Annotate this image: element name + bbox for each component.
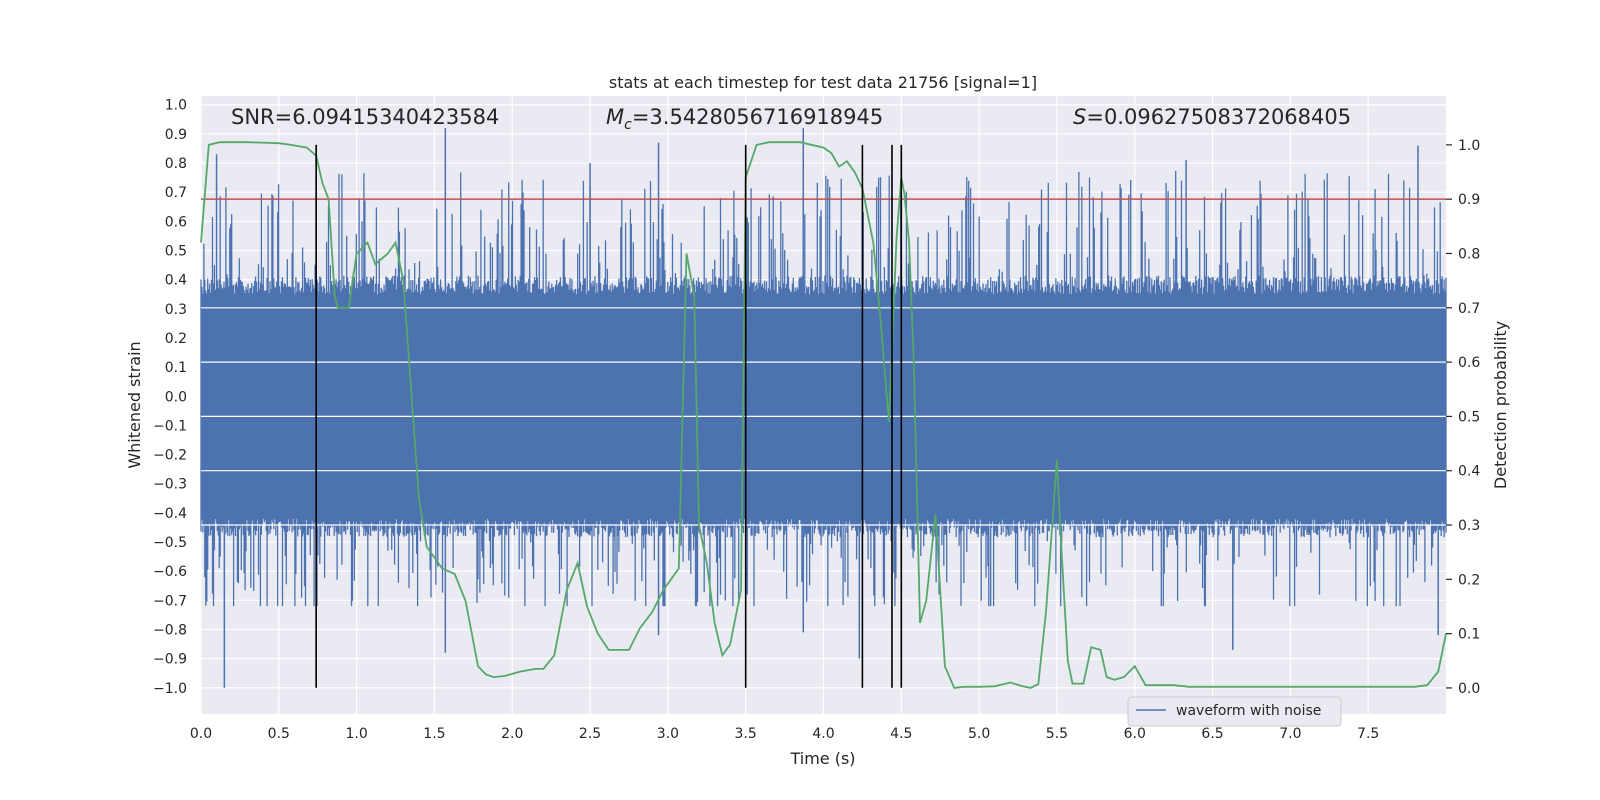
- x-tick-label: 3.5: [735, 726, 757, 742]
- y-axis-label: Whitened strain: [125, 341, 144, 468]
- y2-tick-label: 0.6: [1458, 355, 1480, 371]
- y2-tick-label: 0.5: [1458, 409, 1480, 425]
- snr-annotation: SNR=6.09415340423584: [231, 105, 499, 129]
- x-tick-label: 2.5: [579, 726, 601, 742]
- y-tick-label: 0.5: [165, 244, 187, 260]
- x-tick-label: 1.5: [423, 726, 445, 742]
- x-tick-label: 0.5: [268, 726, 290, 742]
- y-tick-label: 0.9: [165, 127, 187, 143]
- y-tick-label: 0.1: [165, 360, 187, 376]
- y2-tick-label: 0.2: [1458, 572, 1480, 588]
- chirp-mass-annotation: Mc=3.5428056716918945: [606, 105, 883, 133]
- mc-subscript: c: [624, 117, 632, 133]
- y2-tick-label: 1.0: [1458, 138, 1480, 154]
- y2-axis-ticks: 1.0 0.9 0.8 0.7 0.6 0.5 0.4 0.3 0.2 0.1 0.0: [1446, 138, 1480, 697]
- detection-probability-series: [200, 141, 1447, 689]
- x-tick-label: 4.0: [812, 726, 834, 742]
- x-tick-label: 5.0: [968, 726, 990, 742]
- y-axis-ticks: 1.0 0.9 0.8 0.7 0.6 0.5 0.4 0.3 0.2 0.1 0.0 −0.1 −0.…: [153, 98, 187, 697]
- y-tick-label: −0.7: [153, 593, 187, 609]
- y-tick-label: 1.0: [165, 98, 187, 114]
- y2-tick-label: 0.4: [1458, 464, 1480, 480]
- y-tick-label: −0.5: [153, 535, 187, 551]
- legend-label: waveform with noise: [1176, 703, 1321, 719]
- x-tick-label: 5.5: [1046, 726, 1068, 742]
- x-tick-label: 3.0: [657, 726, 679, 742]
- x-tick-label: 4.5: [890, 726, 912, 742]
- x-tick-label: 6.0: [1124, 726, 1146, 742]
- y2-tick-label: 0.7: [1458, 301, 1480, 317]
- x-tick-label: 2.0: [501, 726, 523, 742]
- s-value: =0.09627508372068405: [1086, 105, 1351, 129]
- y2-tick-label: 0.3: [1458, 518, 1480, 534]
- y-tick-label: −0.3: [153, 477, 187, 493]
- chart-title: stats at each timestep for test data 217…: [609, 73, 1037, 92]
- y-tick-label: −0.2: [153, 448, 187, 464]
- mc-symbol: M: [606, 105, 624, 129]
- y-tick-label: −0.8: [153, 622, 187, 638]
- y-tick-label: 0.7: [165, 185, 187, 201]
- x-tick-label: 7.0: [1279, 726, 1301, 742]
- detection-probability-line: [200, 141, 1447, 689]
- y-tick-label: 0.4: [165, 273, 187, 289]
- y-tick-label: −0.6: [153, 564, 187, 580]
- event-lines: [315, 144, 903, 688]
- x-axis-ticks: 0.0 0.5 1.0 1.5 2.0 2.5 3.0 3.5 4.0 4.5 5.0 5.5 6.0 6…: [190, 726, 1379, 742]
- y2-tick-label: 0.9: [1458, 192, 1480, 208]
- y2-axis-label: Detection probability: [1491, 321, 1510, 489]
- y-tick-label: −1.0: [153, 681, 187, 697]
- s-symbol: S: [1073, 105, 1086, 129]
- y2-tick-label: 0.1: [1458, 627, 1480, 643]
- legend: waveform with noise: [1127, 696, 1342, 727]
- x-tick-label: 6.5: [1201, 726, 1223, 742]
- x-tick-label: 7.5: [1357, 726, 1379, 742]
- x-axis-label: Time (s): [789, 749, 855, 768]
- y2-tick-label: 0.0: [1458, 681, 1480, 697]
- y-tick-label: 0.8: [165, 156, 187, 172]
- y2-tick-label: 0.8: [1458, 246, 1480, 262]
- x-tick-label: 0.0: [190, 726, 212, 742]
- y-tick-label: −0.9: [153, 652, 187, 668]
- y-tick-label: 0.0: [165, 389, 187, 405]
- s-annotation: S=0.09627508372068405: [1073, 105, 1351, 129]
- mc-value: =3.5428056716918945: [632, 105, 883, 129]
- y-tick-label: 0.3: [165, 302, 187, 318]
- waveform-core: [201, 308, 1446, 513]
- x-tick-label: 1.0: [345, 726, 367, 742]
- legend-box: [1127, 696, 1342, 727]
- y-tick-label: 0.2: [165, 331, 187, 347]
- y-tick-label: −0.1: [153, 418, 187, 434]
- y-tick-label: 0.6: [165, 214, 187, 230]
- y-tick-label: −0.4: [153, 506, 187, 522]
